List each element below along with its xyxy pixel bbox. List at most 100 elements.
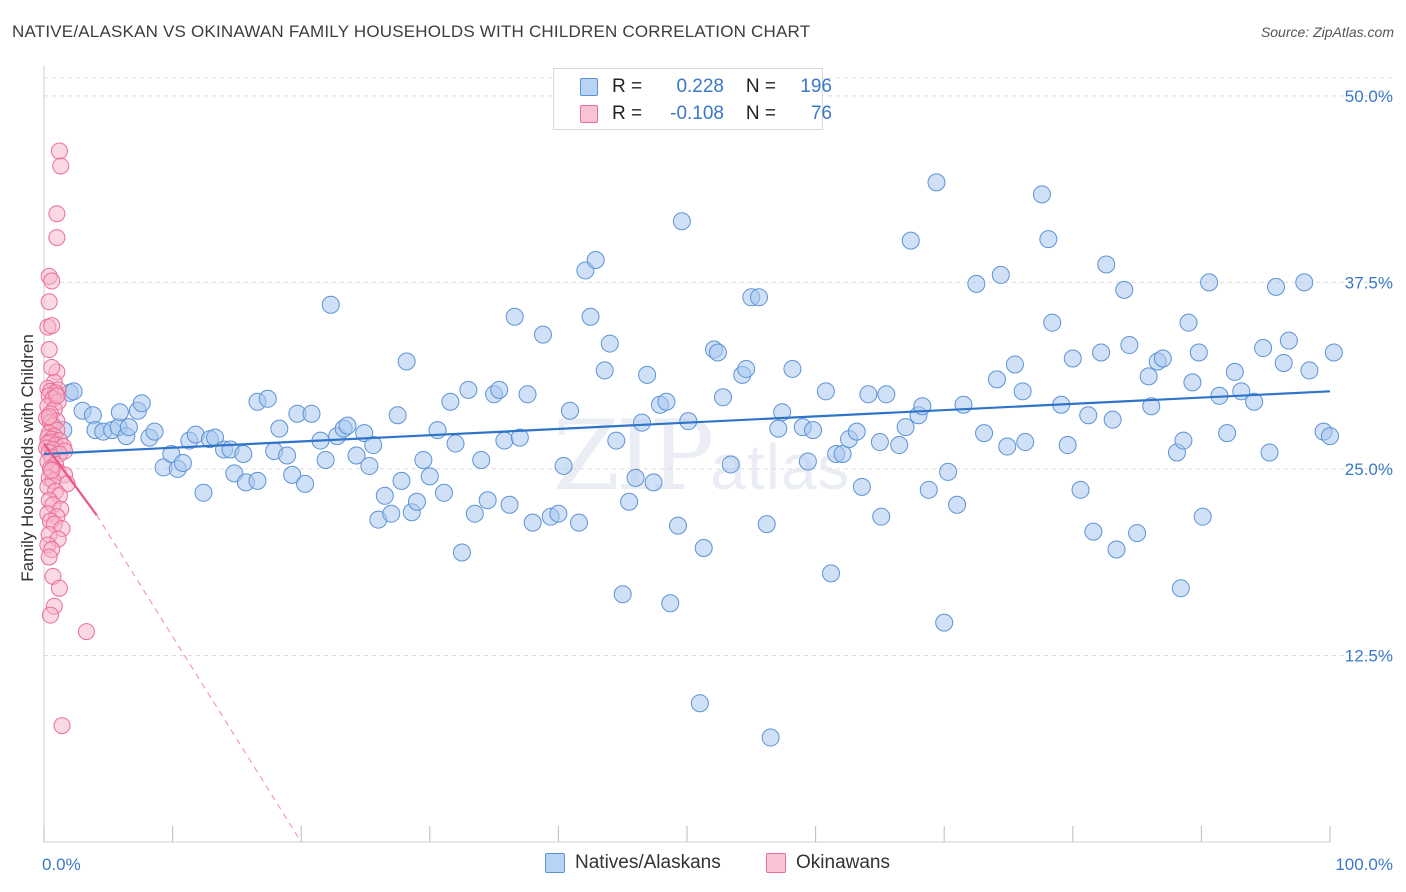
data-point-natives bbox=[490, 380, 509, 399]
data-point-natives bbox=[382, 504, 401, 523]
data-point-natives bbox=[420, 467, 439, 486]
data-point-okinawans bbox=[77, 623, 95, 641]
data-point-natives bbox=[1153, 349, 1172, 368]
data-point-natives bbox=[852, 477, 871, 496]
legend-n-value: 196 bbox=[800, 76, 832, 97]
gridlines bbox=[44, 77, 1392, 656]
data-point-natives bbox=[523, 513, 542, 532]
chart-title: NATIVE/ALASKAN VS OKINAWAN FAMILY HOUSEH… bbox=[12, 22, 811, 41]
data-point-natives bbox=[1324, 343, 1343, 362]
data-point-natives bbox=[446, 434, 465, 453]
x-tick-label: 100.0% bbox=[1335, 855, 1393, 874]
legend-r-value: -0.108 bbox=[670, 103, 724, 124]
data-point-natives bbox=[991, 265, 1010, 284]
data-point-natives bbox=[638, 365, 657, 384]
data-point-natives bbox=[694, 539, 713, 558]
data-point-natives bbox=[1245, 392, 1264, 411]
legend-r-value: 0.228 bbox=[676, 76, 724, 97]
data-point-natives bbox=[64, 382, 83, 401]
data-point-natives bbox=[798, 452, 817, 471]
data-point-natives bbox=[1058, 436, 1077, 455]
data-point-natives bbox=[998, 437, 1017, 456]
data-point-natives bbox=[407, 492, 426, 511]
data-point-natives bbox=[1321, 427, 1339, 446]
data-point-natives bbox=[804, 421, 823, 440]
data-point-natives bbox=[954, 395, 973, 414]
data-point-natives bbox=[822, 564, 841, 583]
data-point-natives bbox=[679, 412, 698, 431]
data-point-natives bbox=[927, 173, 946, 192]
data-point-natives bbox=[1142, 397, 1161, 416]
data-point-natives bbox=[859, 385, 878, 404]
data-point-natives bbox=[607, 431, 626, 450]
data-point-natives bbox=[465, 504, 484, 523]
data-point-natives bbox=[1200, 273, 1219, 292]
data-point-natives bbox=[1260, 443, 1279, 462]
data-point-natives bbox=[360, 456, 379, 475]
legend-row-natives: R = 0.228 N = 196 bbox=[580, 75, 832, 99]
data-point-natives bbox=[478, 491, 497, 510]
data-point-natives bbox=[1128, 524, 1147, 543]
data-point-natives bbox=[714, 388, 733, 407]
data-point-natives bbox=[847, 422, 866, 441]
data-point-natives bbox=[495, 431, 514, 450]
bottom-legend-label-natives: Natives/Alaskans bbox=[575, 852, 721, 873]
bottom-legend-swatch-natives bbox=[545, 853, 565, 873]
data-point-natives bbox=[278, 446, 297, 465]
data-point-natives bbox=[1139, 367, 1158, 386]
data-point-natives bbox=[1079, 406, 1098, 425]
data-point-natives bbox=[392, 471, 411, 490]
data-point-natives bbox=[1107, 540, 1126, 559]
data-point-natives bbox=[248, 471, 267, 490]
data-point-natives bbox=[505, 307, 524, 326]
data-point-natives bbox=[270, 419, 289, 438]
data-point-natives bbox=[586, 251, 605, 269]
data-point-natives bbox=[145, 422, 164, 441]
data-point-natives bbox=[1266, 277, 1285, 296]
data-point-natives bbox=[533, 325, 552, 344]
data-point-natives bbox=[302, 404, 321, 423]
x-tick-label: 0.0% bbox=[42, 855, 81, 874]
data-point-natives bbox=[769, 419, 788, 438]
legend-r-label: R = bbox=[612, 76, 643, 97]
data-point-natives bbox=[1092, 343, 1111, 362]
data-point-natives bbox=[1071, 480, 1090, 499]
legend-swatch-okinawans bbox=[580, 105, 598, 123]
data-point-natives bbox=[1174, 431, 1193, 450]
data-point-natives bbox=[948, 495, 967, 514]
data-point-natives bbox=[708, 343, 727, 362]
trend-line-okinawans-extended bbox=[96, 514, 302, 843]
data-point-natives bbox=[1171, 579, 1190, 598]
data-point-natives bbox=[581, 307, 600, 326]
data-point-natives bbox=[364, 436, 383, 455]
series-okinawans bbox=[38, 142, 95, 735]
data-point-okinawans bbox=[40, 341, 58, 359]
data-point-okinawans bbox=[43, 272, 61, 290]
correlation-legend: R = 0.228 N = 196 R = -0.108 N = 76 bbox=[553, 68, 832, 130]
data-point-natives bbox=[472, 450, 491, 469]
data-point-natives bbox=[620, 492, 639, 511]
data-point-natives bbox=[661, 594, 680, 613]
data-point-natives bbox=[560, 401, 579, 420]
data-point-natives bbox=[452, 543, 471, 562]
data-point-natives bbox=[1179, 313, 1198, 332]
data-point-natives bbox=[690, 694, 709, 713]
data-point-natives bbox=[757, 515, 776, 534]
data-point-natives bbox=[316, 450, 335, 469]
y-tick-label: 25.0% bbox=[1345, 460, 1393, 479]
data-point-natives bbox=[1120, 336, 1139, 355]
data-point-natives bbox=[173, 453, 192, 472]
data-point-natives bbox=[626, 468, 645, 487]
data-point-natives bbox=[234, 445, 253, 463]
data-point-natives bbox=[632, 413, 651, 432]
data-point-natives bbox=[987, 370, 1006, 389]
data-point-okinawans bbox=[40, 548, 58, 566]
data-point-natives bbox=[1032, 185, 1051, 204]
data-point-natives bbox=[901, 231, 920, 250]
data-point-natives bbox=[549, 504, 568, 523]
data-point-natives bbox=[1063, 349, 1082, 368]
trend-line-natives bbox=[43, 390, 1331, 456]
data-point-natives bbox=[459, 380, 478, 399]
data-point-natives bbox=[119, 418, 138, 437]
data-point-natives bbox=[375, 486, 394, 505]
